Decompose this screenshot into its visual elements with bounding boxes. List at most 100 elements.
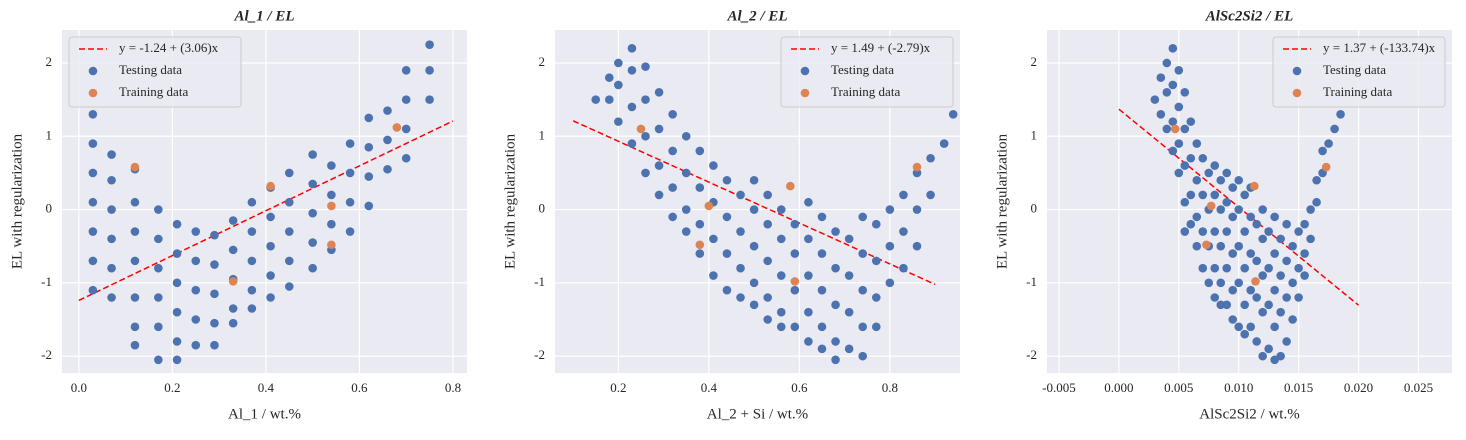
scatter-point [1234,175,1244,185]
scatter-point [899,190,908,200]
scatter-point [1216,300,1226,310]
scatter-point [1192,241,1202,251]
scatter-point [736,190,745,200]
scatter-point [858,212,868,222]
scatter-point [763,190,772,200]
x-tick-label: 0.2 [610,380,626,395]
scatter-point [641,62,650,71]
scatter-point [1330,124,1339,134]
scatter-point [1168,146,1178,156]
chart-title: Al_1 / EL [233,8,294,24]
scatter-point [681,205,691,214]
subplot: -0.005 0.000 0.005 0.010 0.015 0.020 0.025 -2 -1… [994,8,1452,422]
scatter-point [1300,219,1309,229]
scatter-point [308,179,317,189]
scatter-point [266,212,275,222]
scatter-point [228,318,238,328]
x-axis-label: Al_1 / wt.% [228,406,301,422]
scatter-point [88,256,98,266]
scatter-point [1240,300,1250,310]
scatter-point [736,227,745,236]
scatter-point [736,293,745,302]
scatter-point [668,146,677,156]
scatter-point [1294,227,1303,236]
y-tick-label: 1 [539,127,546,142]
legend-label: Training data [1323,84,1392,99]
scatter-point [763,315,772,324]
scatter-point [1234,322,1244,332]
scatter-point [1162,124,1172,134]
scatter-point [1180,227,1190,236]
scatter-point [1162,87,1172,97]
scatter-point [1336,109,1345,119]
fit-line [78,120,454,302]
scatter-point [1240,227,1250,236]
scatter-point [383,106,392,115]
scatter-point [1168,117,1178,126]
y-tick-label: -2 [534,347,545,362]
scatter-point [308,208,317,218]
scatter-point [1186,117,1196,126]
scatter-point [1258,307,1267,317]
scatter-point [210,340,219,350]
scatter-point [926,153,935,163]
scatter-point [172,219,182,229]
scatter-point [1202,240,1211,250]
scatter-point [284,168,294,178]
scatter-point [345,197,355,207]
y-tick-label: 2 [539,54,546,69]
scatter-point [1174,139,1184,148]
scatter-point [912,205,922,214]
scatter-point [627,66,637,75]
scatter-point [749,205,759,214]
x-tick-label: 0.4 [258,380,275,395]
y-tick-label: 2 [1031,54,1038,69]
scatter-point [191,340,201,350]
scatter-point [107,293,116,302]
scatter-point [858,249,868,258]
scatter-point [939,139,949,148]
y-tick-label: 0 [539,201,546,216]
legend-label: y = 1.49 + (-2.79)x [831,40,931,55]
scatter-point [88,285,98,295]
fit-line [572,120,936,286]
scatter-point [1240,263,1250,273]
scatter-point [831,227,840,236]
scatter-point [1210,263,1220,273]
scatter-point [614,58,623,68]
scatter-point [1186,219,1196,229]
y-tick-label: 0 [46,201,53,216]
scatter-point [130,322,140,332]
scatter-point [88,109,98,119]
y-tick-label: -2 [1026,347,1037,362]
scatter-point [948,109,958,119]
scatter-point [172,355,182,365]
scatter-point [266,271,275,280]
legend-label: Training data [831,84,900,99]
scatter-point [709,271,718,280]
scatter-point [228,277,238,286]
scatter-point [327,240,336,250]
scatter-point [284,256,294,266]
legend-box [780,36,954,108]
scatter-point [1198,190,1208,200]
subplot: 0.0 0.2 0.4 0.6 0.8 -2 -1 0 1 2 Al_1 / EL Al_1 / wt… [9,8,467,422]
scatter-point [763,219,772,229]
scatter-point [817,322,827,332]
scatter-point [871,256,881,266]
scatter-point [1276,351,1285,361]
scatter-point [130,227,140,236]
scatter-point [912,241,922,251]
scatter-point [817,212,827,222]
x-axis-label: Al_2 + Si / wt.% [707,406,808,422]
scatter-point [790,219,800,229]
scatter-point [1228,285,1238,295]
scatter-point [228,304,238,313]
scatter-point [1222,300,1232,310]
scatter-point [228,245,238,255]
legend-label: Testing data [831,62,894,77]
scatter-point [627,139,637,148]
scatter-point [1204,168,1214,178]
scatter-point [1222,168,1232,178]
